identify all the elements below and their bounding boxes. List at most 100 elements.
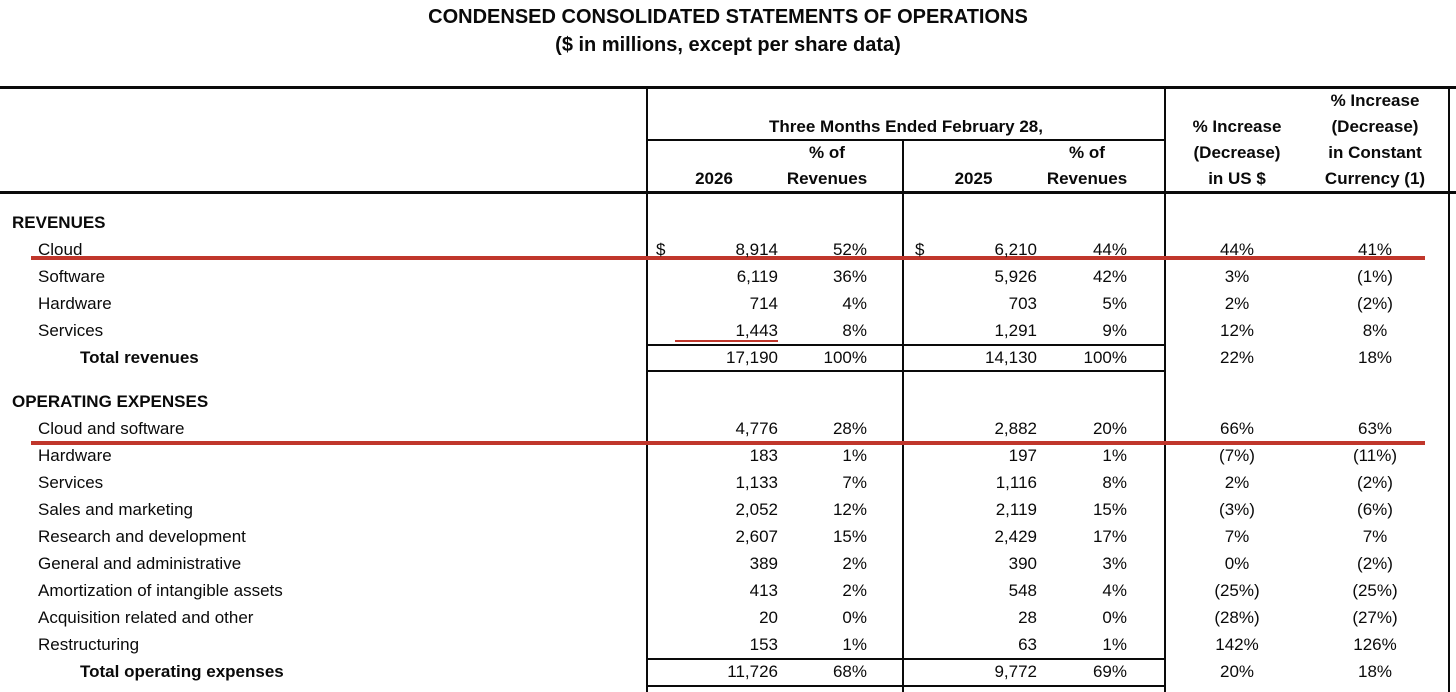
total-opex-box-top-border: [647, 658, 1165, 660]
period-header: Three Months Ended February 28,: [769, 117, 1043, 136]
pct-of-revenues-2025: 0%: [1102, 608, 1127, 627]
value-2025: 197: [1008, 446, 1037, 465]
cc-change-header-line4: Currency (1): [1324, 169, 1426, 188]
row-label: Cloud and software: [38, 419, 185, 438]
change-constant-currency: 18%: [1357, 348, 1393, 367]
pct-of-revenues-2026: 8%: [842, 321, 867, 340]
currency-symbol: $: [656, 240, 666, 259]
change-usd: 7%: [1224, 527, 1250, 546]
change-constant-currency: 126%: [1353, 635, 1397, 654]
pct-of-revenues-2025: 100%: [1083, 348, 1127, 367]
change-constant-currency: 41%: [1357, 240, 1393, 259]
value-2025: 5,926: [994, 267, 1037, 286]
table-border-right: [1448, 86, 1450, 692]
value-2026: 153: [749, 635, 778, 654]
pct-of-revenues-2025: 1%: [1102, 446, 1127, 465]
pct-of-revenues-2025: 1%: [1102, 635, 1127, 654]
pct-of-revenues-2026: 0%: [842, 608, 867, 627]
pct-of-revenues-2026: 4%: [842, 294, 867, 313]
usd-change-header-line2: (Decrease): [1193, 143, 1281, 162]
usd-change-header-line3: in US $: [1208, 169, 1266, 188]
pct-of-revenues-2026: 15%: [832, 527, 867, 546]
row-label: Acquisition related and other: [38, 608, 254, 627]
change-constant-currency: (6%): [1357, 500, 1393, 519]
value-2026: 183: [749, 446, 778, 465]
section-label: OPERATING EXPENSES: [12, 392, 209, 411]
pct-of-revenues-2025: 9%: [1102, 321, 1127, 340]
pct-of-revenues-2026: 1%: [842, 635, 867, 654]
value-2026: 11,726: [727, 662, 778, 681]
change-usd: 2%: [1224, 294, 1250, 313]
value-2026: 1,133: [735, 473, 778, 492]
value-2026: 413: [749, 581, 778, 600]
table-row-cloud-and-software-expense: Cloud and software 4,776 28% 2,882 20% 6…: [0, 415, 1456, 442]
pct-of-revenues-2025: 69%: [1092, 662, 1127, 681]
table-row-acquisition-related-and-other: Acquisition related and other 20 0% 28 0…: [0, 604, 1456, 631]
table-row-research-and-development: Research and development 2,607 15% 2,429…: [0, 523, 1456, 550]
value-2025: 1,116: [995, 473, 1037, 492]
pct-of-revenues-2026: 68%: [832, 662, 867, 681]
pct-of-revenues-2026: 12%: [832, 500, 867, 519]
table-border-top: [0, 86, 1456, 89]
section-label: REVENUES: [12, 213, 106, 232]
pct-of-header-2025: % of: [1069, 143, 1105, 162]
change-usd: (7%): [1219, 446, 1255, 465]
table-row-hardware-revenue: Hardware 714 4% 703 5% 2% (2%): [0, 290, 1456, 317]
value-2025: 548: [1008, 581, 1037, 600]
table-row-cloud-revenue: Cloud $ 8,914 52% $ 6,210 44% 44% 41%: [0, 236, 1456, 263]
change-usd: (3%): [1219, 500, 1255, 519]
pct-of-revenues-2025: 5%: [1102, 294, 1127, 313]
pct-of-header-2026: % of: [809, 143, 845, 162]
pct-of-revenues-2026: 52%: [832, 240, 867, 259]
usd-change-header-line1: % Increase: [1192, 117, 1282, 136]
table-row-software-revenue: Software 6,119 36% 5,926 42% 3% (1%): [0, 263, 1456, 290]
value-2026: 2,607: [735, 527, 778, 546]
table-row-services-revenue: Services 1,443 8% 1,291 9% 12% 8%: [0, 317, 1456, 344]
cc-change-header-line2: (Decrease): [1331, 117, 1419, 136]
row-label: Restructuring: [38, 635, 140, 654]
change-constant-currency: (1%): [1357, 267, 1393, 286]
column-divider-years: [902, 139, 904, 692]
change-constant-currency: 18%: [1357, 662, 1393, 681]
pct-of-revenues-2025: 17%: [1092, 527, 1127, 546]
red-annotation-underline-cloud-revenue: [31, 256, 1425, 260]
change-constant-currency: 7%: [1362, 527, 1388, 546]
change-usd: 20%: [1219, 662, 1255, 681]
value-2026: 1,443: [735, 321, 778, 340]
total-revenues-box-top-border: [647, 344, 1165, 346]
change-usd: 2%: [1224, 473, 1250, 492]
value-2026: 714: [749, 294, 778, 313]
pct-of-revenues-2025: 44%: [1092, 240, 1127, 259]
table-header-bottom-border: [0, 191, 1456, 194]
table-row-amortization-of-intangible-assets: Amortization of intangible assets 413 2%…: [0, 577, 1456, 604]
row-label: Services: [38, 321, 104, 340]
total-revenues-box-bottom-border: [647, 370, 1165, 372]
change-constant-currency: (2%): [1357, 294, 1393, 313]
pct-of-revenues-2026: 100%: [823, 348, 867, 367]
table-row-general-and-administrative: General and administrative 389 2% 390 3%…: [0, 550, 1456, 577]
table-row-total-revenues: Total revenues 17,190 100% 14,130 100% 2…: [0, 344, 1456, 371]
value-2025: 63: [1018, 635, 1037, 654]
total-opex-box-bottom-border: [647, 685, 1165, 687]
year-2026-header: 2026: [695, 169, 733, 188]
currency-symbol: $: [915, 240, 925, 259]
row-label: Cloud: [38, 240, 83, 259]
change-constant-currency: (25%): [1352, 581, 1398, 600]
value-2025: 28: [1018, 608, 1037, 627]
pct-of-revenues-2026: 7%: [842, 473, 867, 492]
change-usd: 12%: [1219, 321, 1255, 340]
value-2026: 8,914: [735, 240, 778, 259]
table-row-total-operating-expenses: Total operating expenses 11,726 68% 9,77…: [0, 658, 1456, 685]
change-usd: 22%: [1219, 348, 1255, 367]
value-2025: 2,429: [994, 527, 1037, 546]
pct-of-revenues-2025: 42%: [1092, 267, 1127, 286]
pct-of-revenues-2025: 4%: [1102, 581, 1127, 600]
change-usd: (25%): [1214, 581, 1260, 600]
change-usd: (28%): [1214, 608, 1260, 627]
pct-of-revenues-2026: 2%: [842, 554, 867, 573]
pct-of-revenues-2026: 1%: [842, 446, 867, 465]
column-divider-change: [1164, 86, 1166, 692]
change-usd: 66%: [1219, 419, 1255, 438]
section-header-row-operating-expenses: OPERATING EXPENSES: [0, 388, 1456, 415]
column-divider-labels: [646, 86, 648, 692]
